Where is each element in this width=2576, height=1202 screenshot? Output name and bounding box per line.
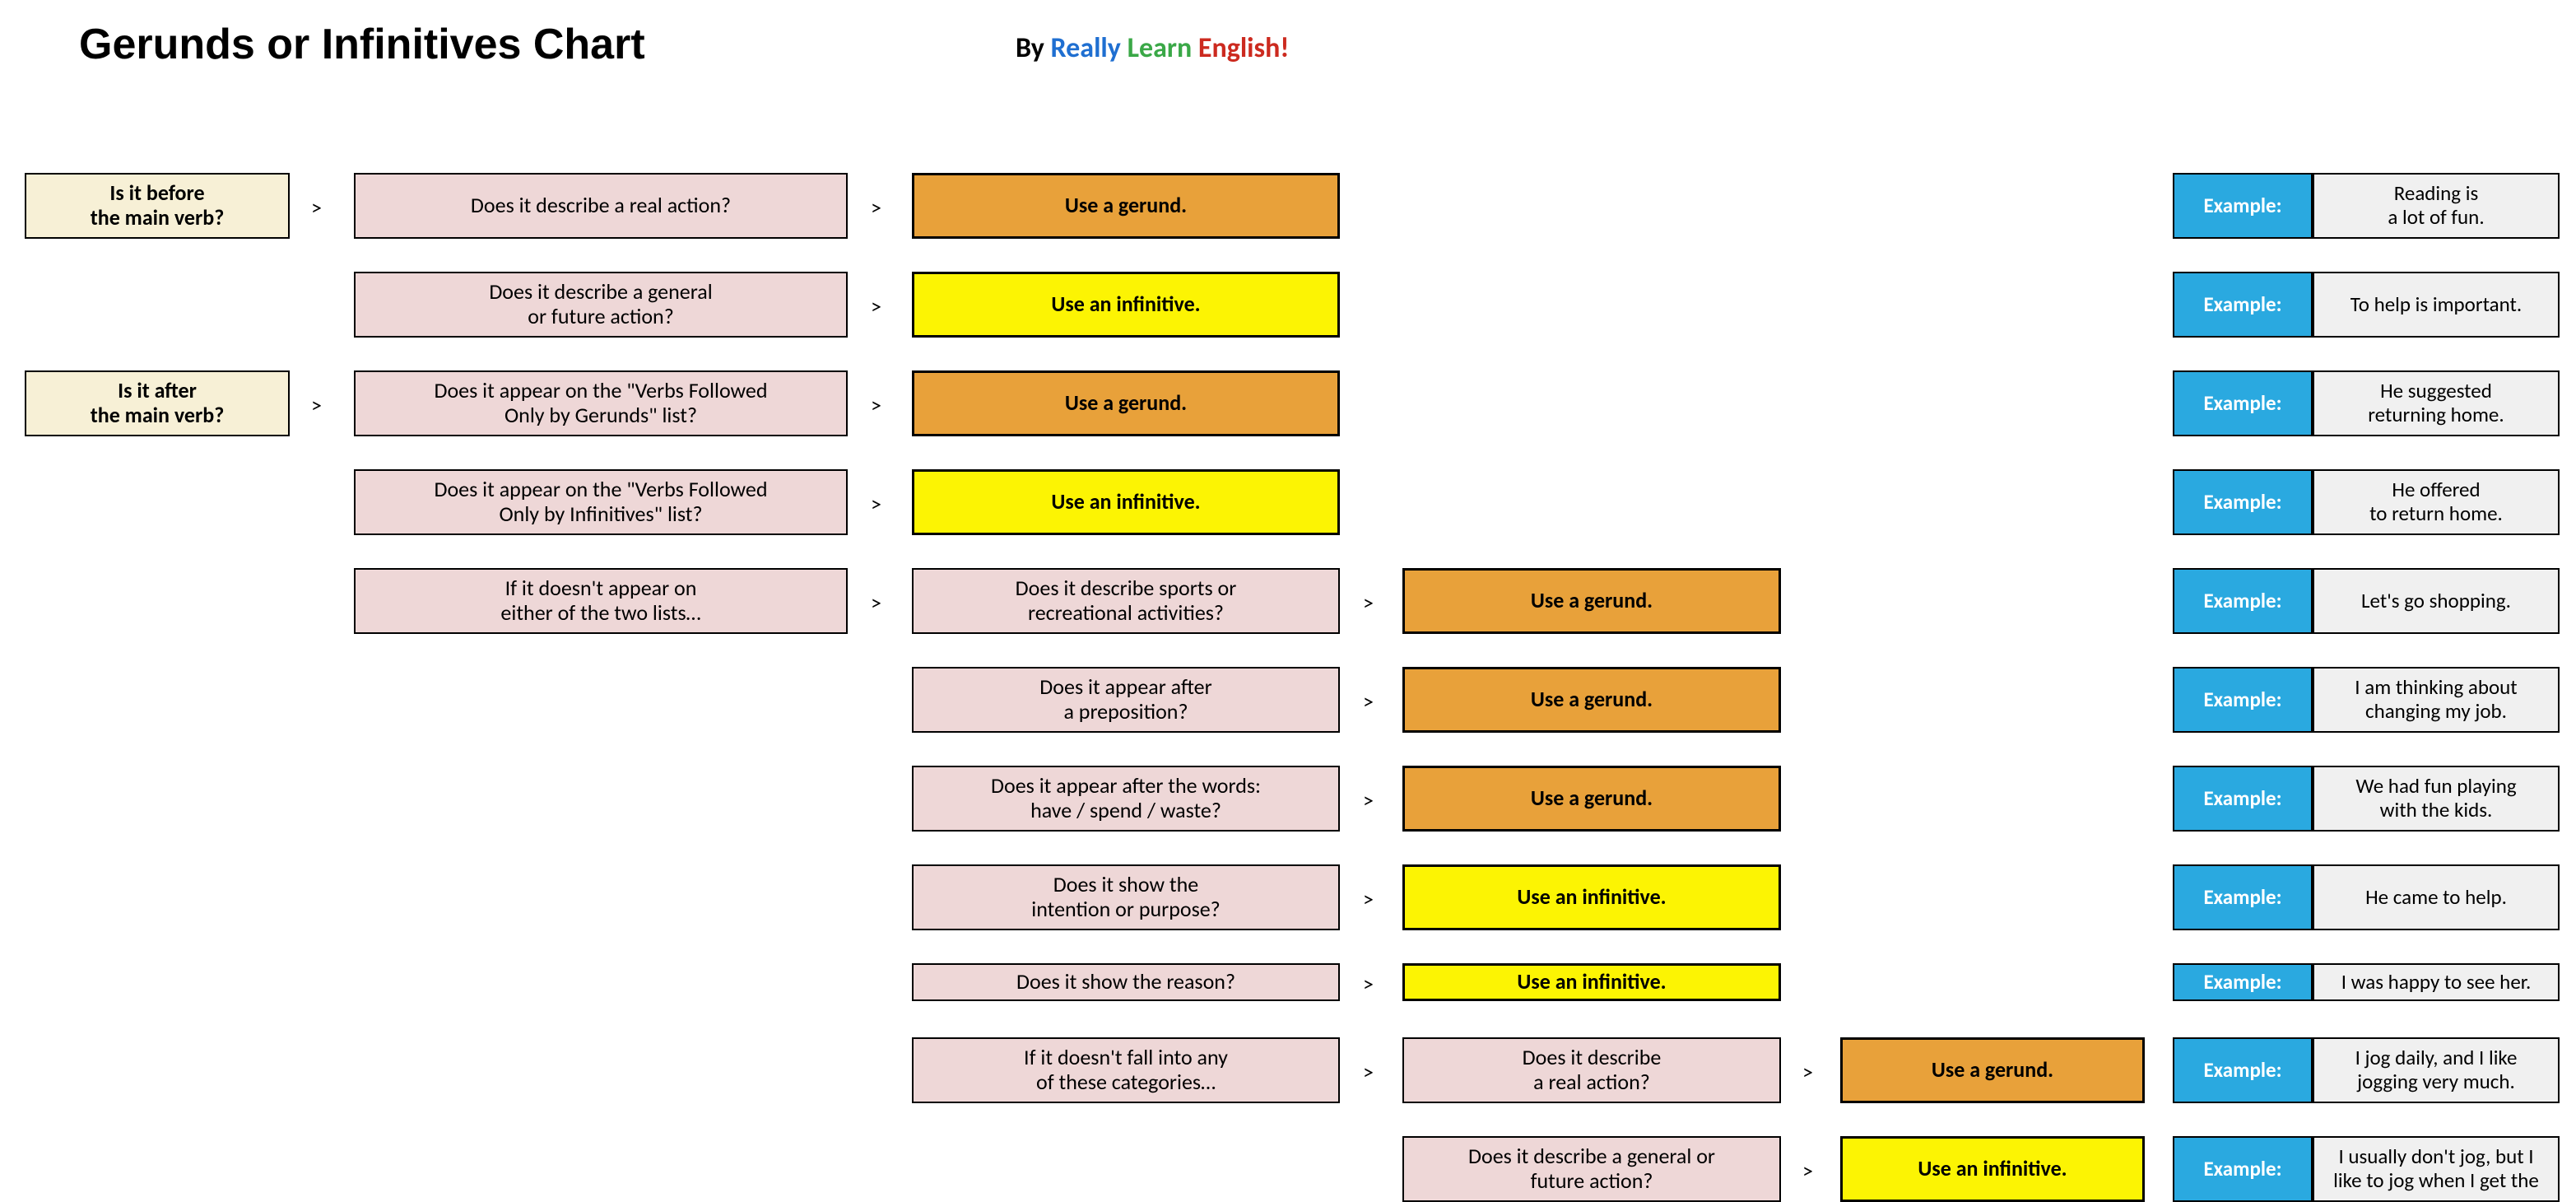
arrow-c3-r8: > <box>1363 971 1374 997</box>
example-text-r10: I usually don't jog, but Ilike to jog wh… <box>2313 1136 2560 1202</box>
arrow-c3-r6: > <box>1363 787 1374 813</box>
result-o_gerund-r2: Use a gerund. <box>912 370 1340 436</box>
result-o_gerund-r0: Use a gerund. <box>912 173 1340 239</box>
example-label-r0: Example: <box>2173 173 2313 239</box>
result-y_infin-r7: Use an infinitive. <box>1402 864 1781 930</box>
arrow-c4-r10: > <box>1802 1158 1813 1184</box>
byline-english: English! <box>1198 31 1290 65</box>
arrow-c3-r9: > <box>1363 1059 1374 1085</box>
arrow-c1-r0: > <box>311 194 322 221</box>
result-o_gerund-r9: Use a gerund. <box>1840 1037 2145 1103</box>
condition-p_general: Does it describe a generalor future acti… <box>354 272 848 338</box>
condition-p_reason: Does it show the reason? <box>912 963 1340 1001</box>
result-y_infin-r8: Use an infinitive. <box>1402 963 1781 1001</box>
arrow-c4-r9: > <box>1802 1059 1813 1085</box>
condition-p_intent: Does it show theintention or purpose? <box>912 864 1340 930</box>
condition-p_prep: Does it appear aftera preposition? <box>912 667 1340 733</box>
example-text-r1: To help is important. <box>2313 272 2560 338</box>
condition-p_vfi: Does it appear on the "Verbs FollowedOnl… <box>354 469 848 535</box>
example-text-r8: I was happy to see her. <box>2313 963 2560 1001</box>
example-label-r2: Example: <box>2173 370 2313 436</box>
example-label-r10: Example: <box>2173 1136 2313 1202</box>
result-y_infin-r3: Use an infinitive. <box>912 469 1340 535</box>
arrow-c2-r2: > <box>871 392 881 418</box>
condition-p_general2: Does it describe a general orfuture acti… <box>1402 1136 1781 1202</box>
byline-learn: Learn <box>1128 31 1198 65</box>
arrow-c3-r7: > <box>1363 886 1374 912</box>
example-text-r0: Reading isa lot of fun. <box>2313 173 2560 239</box>
example-label-r7: Example: <box>2173 864 2313 930</box>
byline-by: By <box>1016 31 1051 65</box>
example-text-r9: I jog daily, and I likejogging very much… <box>2313 1037 2560 1103</box>
result-y_infin-r10: Use an infinitive. <box>1840 1136 2145 1202</box>
example-label-r8: Example: <box>2173 963 2313 1001</box>
example-label-r1: Example: <box>2173 272 2313 338</box>
arrow-c2-r3: > <box>871 491 881 517</box>
byline-really: Really <box>1051 31 1128 65</box>
condition-p_neither: If it doesn't appear oneither of the two… <box>354 568 848 634</box>
result-o_gerund-r5: Use a gerund. <box>1402 667 1781 733</box>
condition-p_sports: Does it describe sports orrecreational a… <box>912 568 1340 634</box>
arrow-c2-r0: > <box>871 194 881 221</box>
arrow-c3-r4: > <box>1363 589 1374 616</box>
example-label-r6: Example: <box>2173 766 2313 832</box>
example-text-r5: I am thinking aboutchanging my job. <box>2313 667 2560 733</box>
condition-p_vfg: Does it appear on the "Verbs FollowedOnl… <box>354 370 848 436</box>
result-o_gerund-r4: Use a gerund. <box>1402 568 1781 634</box>
example-text-r7: He came to help. <box>2313 864 2560 930</box>
result-o_gerund-r6: Use a gerund. <box>1402 766 1781 832</box>
result-y_infin-r1: Use an infinitive. <box>912 272 1340 338</box>
condition-p_hsw: Does it appear after the words:have / sp… <box>912 766 1340 832</box>
example-label-r4: Example: <box>2173 568 2313 634</box>
condition-p_real2: Does it describea real action? <box>1402 1037 1781 1103</box>
byline: By Really Learn English! <box>1016 31 1289 65</box>
example-text-r4: Let's go shopping. <box>2313 568 2560 634</box>
arrow-c3-r5: > <box>1363 688 1374 715</box>
arrow-c2-r4: > <box>871 589 881 616</box>
condition-p_real: Does it describe a real action? <box>354 173 848 239</box>
example-text-r2: He suggestedreturning home. <box>2313 370 2560 436</box>
arrow-c2-r1: > <box>871 293 881 319</box>
example-text-r3: He offeredto return home. <box>2313 469 2560 535</box>
question-q_before: Is it beforethe main verb? <box>25 173 290 239</box>
example-label-r9: Example: <box>2173 1037 2313 1103</box>
example-label-r5: Example: <box>2173 667 2313 733</box>
question-q_after: Is it afterthe main verb? <box>25 370 290 436</box>
condition-p_none: If it doesn't fall into anyof these cate… <box>912 1037 1340 1103</box>
arrow-c1-r2: > <box>311 392 322 418</box>
example-label-r3: Example: <box>2173 469 2313 535</box>
page-title: Gerunds or Infinitives Chart <box>79 20 645 69</box>
example-text-r6: We had fun playingwith the kids. <box>2313 766 2560 832</box>
